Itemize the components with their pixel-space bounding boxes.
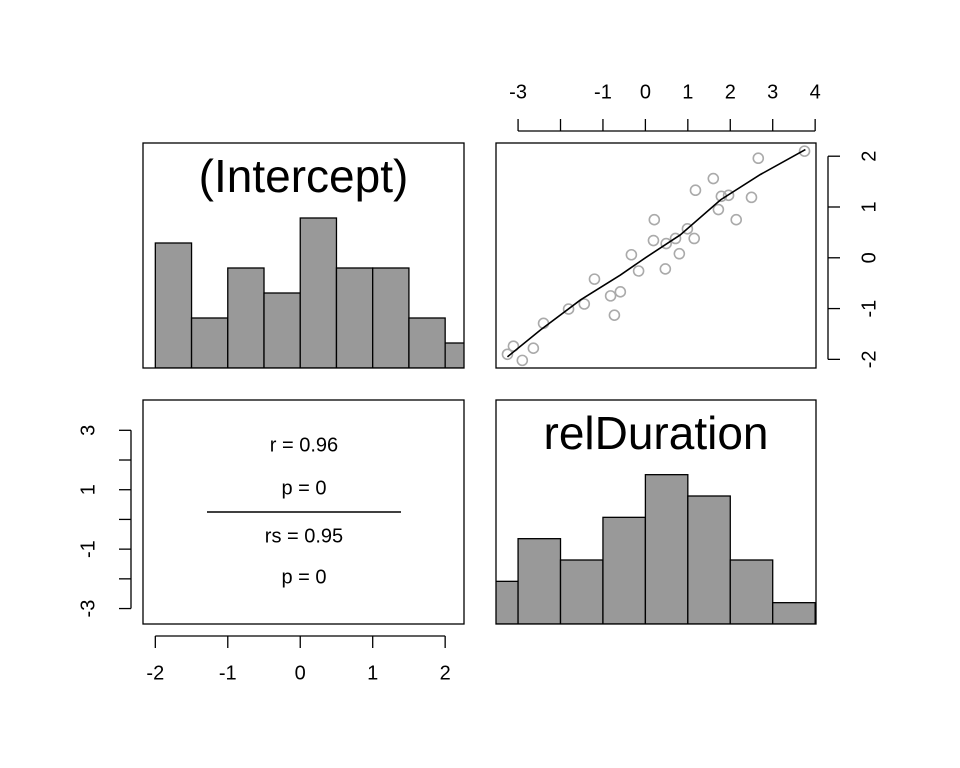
panel-title: (Intercept) [199,150,409,202]
point [604,290,617,302]
x-tick-label: 4 [810,81,821,103]
bar [772,602,816,624]
panel-title: relDuration [544,407,769,459]
x-tick-label: 3 [767,81,778,103]
y-tick-label: -2 [858,350,880,368]
point [562,303,575,315]
bar [644,474,689,624]
annotation: rs = 0.95 [265,525,343,547]
x-tick-label: -3 [509,81,527,103]
point [516,354,529,367]
point [722,189,735,202]
x-tick-label: 0 [295,662,306,684]
bar [372,267,410,368]
bar [687,495,731,624]
bar [559,559,604,624]
point [681,223,694,235]
point [614,286,627,298]
bar [154,242,193,368]
point [647,234,660,247]
bar [299,217,338,368]
bar [602,516,647,624]
panel [501,145,811,367]
x-tick-label: 1 [682,81,693,103]
annotation: p = 0 [281,477,326,499]
x-tick-label: 0 [640,81,651,103]
point [673,247,686,260]
bar [335,267,374,368]
panel-frame [142,399,465,625]
panel [496,474,816,624]
point [608,309,621,321]
point [632,265,645,277]
point [625,248,638,261]
bar [408,317,446,368]
panel [154,217,464,368]
point [669,232,682,245]
point [588,273,601,285]
point [688,232,700,245]
bar [517,538,562,624]
point [752,152,765,165]
point [527,342,540,354]
point [745,191,758,204]
bar [496,580,519,624]
y-tick-label: -3 [77,600,99,618]
annotation: r = 0.96 [270,434,338,456]
x-tick-label: -2 [146,662,164,684]
annotation: p = 0 [281,566,326,588]
panel-frame [495,142,817,369]
y-tick-label: -1 [858,300,880,318]
x-tick-label: -1 [594,81,612,103]
point [501,348,514,361]
panel-frame [495,399,817,625]
point [798,145,811,157]
point [648,213,661,226]
bar [190,317,229,368]
point [660,237,672,250]
y-tick-label: 1 [77,484,99,495]
y-tick-label: 0 [858,252,880,263]
point [730,213,743,226]
x-tick-label: -1 [219,662,237,684]
y-tick-label: -1 [77,540,99,558]
x-tick-label: 2 [725,81,736,103]
y-tick-label: 1 [858,201,880,212]
smooth-line [506,148,806,358]
bar [729,559,774,624]
y-tick-label: 3 [77,425,99,436]
point [689,184,702,197]
point [712,203,725,216]
bar [227,267,265,368]
x-tick-label: 2 [440,662,451,684]
y-tick-label: 2 [858,151,880,162]
bar [444,342,464,368]
point [578,298,591,310]
bar [263,292,301,368]
x-tick-label: 1 [367,662,378,684]
point [659,263,672,275]
point [707,172,720,185]
panel-frame [142,142,465,369]
